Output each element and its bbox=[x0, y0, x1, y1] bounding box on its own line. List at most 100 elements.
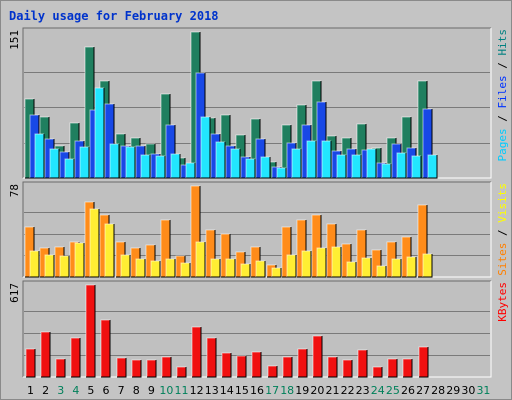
bar-highlight bbox=[336, 154, 346, 178]
bar-highlight bbox=[176, 366, 186, 377]
bar-highlight bbox=[245, 158, 255, 178]
bar-shadow bbox=[45, 255, 55, 278]
bar bbox=[104, 223, 115, 278]
bar bbox=[116, 357, 127, 378]
bar-highlight bbox=[391, 258, 401, 277]
bar-highlight bbox=[301, 124, 311, 178]
bar-highlight bbox=[281, 226, 291, 277]
bar bbox=[215, 141, 226, 179]
side-legend-part-2: / bbox=[496, 223, 509, 243]
bar-face bbox=[322, 141, 331, 178]
bar bbox=[131, 359, 142, 378]
bar bbox=[155, 155, 166, 179]
bar bbox=[251, 351, 262, 378]
bar bbox=[422, 253, 433, 278]
bar-face bbox=[166, 259, 175, 277]
bar-shadow bbox=[35, 134, 45, 179]
bar-highlight bbox=[406, 147, 416, 178]
bar-highlight bbox=[74, 140, 84, 178]
bar bbox=[427, 154, 438, 179]
bar-face bbox=[171, 154, 180, 178]
bar-face bbox=[357, 230, 366, 277]
bar-highlight bbox=[74, 242, 84, 277]
bar-face bbox=[41, 332, 50, 377]
bar-highlight bbox=[155, 155, 165, 178]
bar bbox=[40, 331, 51, 378]
bar-highlight bbox=[230, 148, 240, 178]
day-label: 11 bbox=[175, 384, 189, 397]
bar bbox=[176, 366, 187, 378]
bar-face bbox=[342, 244, 351, 277]
bar-face bbox=[80, 147, 89, 178]
bar-shadow bbox=[26, 349, 36, 378]
bar-highlight bbox=[351, 154, 361, 178]
bar-face bbox=[147, 360, 156, 377]
side-legend-part-1: Sites bbox=[496, 243, 509, 276]
bar-face bbox=[287, 255, 296, 277]
bar-highlight bbox=[150, 153, 160, 178]
bar-shadow bbox=[317, 248, 327, 278]
panel-3: 617 KBytes bbox=[8, 280, 509, 378]
bar-shadow bbox=[277, 168, 287, 179]
bar bbox=[240, 263, 251, 278]
bar-highlight bbox=[396, 152, 406, 178]
bar-face bbox=[50, 149, 59, 178]
day-label: 10 bbox=[159, 384, 173, 397]
bar-shadow bbox=[287, 255, 297, 278]
bar bbox=[125, 146, 136, 179]
day-label: 6 bbox=[103, 384, 110, 397]
bar-face bbox=[177, 367, 186, 377]
bar-highlight bbox=[160, 93, 170, 178]
bar bbox=[346, 261, 357, 278]
bar-face bbox=[192, 327, 201, 377]
bar-shadow bbox=[166, 259, 176, 278]
bar-highlight bbox=[240, 263, 250, 277]
bar-face bbox=[377, 266, 386, 277]
bar bbox=[64, 158, 75, 179]
day-label: 29 bbox=[446, 384, 460, 397]
side-legend: Pages / Files / Hits bbox=[496, 29, 509, 162]
bar bbox=[301, 250, 312, 278]
bar bbox=[306, 140, 317, 179]
bar-face bbox=[283, 357, 292, 377]
bar-highlight bbox=[387, 358, 397, 377]
bar bbox=[74, 242, 85, 278]
bar bbox=[55, 358, 66, 378]
bar-face bbox=[161, 220, 170, 277]
bar-face bbox=[298, 349, 307, 377]
bar-highlight bbox=[39, 247, 49, 277]
bar-shadow bbox=[231, 149, 241, 179]
bar-highlight bbox=[69, 241, 79, 277]
bar-face bbox=[358, 350, 367, 377]
bar-highlight bbox=[301, 250, 311, 277]
bar-face bbox=[226, 259, 235, 277]
bar-face bbox=[313, 336, 322, 377]
bar-face bbox=[211, 259, 220, 277]
bar-shadow bbox=[377, 266, 387, 278]
day-label: 13 bbox=[205, 384, 219, 397]
day-label: 30 bbox=[461, 384, 475, 397]
bar-shadow bbox=[192, 327, 202, 378]
bar bbox=[260, 156, 271, 179]
bar-shadow bbox=[412, 156, 422, 179]
bar-face bbox=[372, 250, 381, 277]
day-label: 22 bbox=[341, 384, 355, 397]
bar-shadow bbox=[252, 352, 262, 378]
bar-shadow bbox=[171, 154, 181, 179]
bar bbox=[357, 349, 368, 378]
bar-face bbox=[367, 149, 376, 178]
bar-highlight bbox=[321, 140, 331, 178]
day-label: 7 bbox=[118, 384, 125, 397]
bar-face bbox=[382, 164, 391, 178]
axis-max-label: 151 bbox=[8, 30, 21, 50]
bar-highlight bbox=[180, 262, 190, 277]
bar-highlight bbox=[115, 241, 125, 277]
bar-highlight bbox=[331, 246, 341, 277]
bar-highlight bbox=[120, 145, 130, 178]
bar-highlight bbox=[417, 80, 427, 178]
bar-shadow bbox=[283, 357, 293, 378]
bar-face bbox=[166, 125, 175, 178]
bar-face bbox=[35, 134, 44, 178]
bar-highlight bbox=[371, 249, 381, 277]
